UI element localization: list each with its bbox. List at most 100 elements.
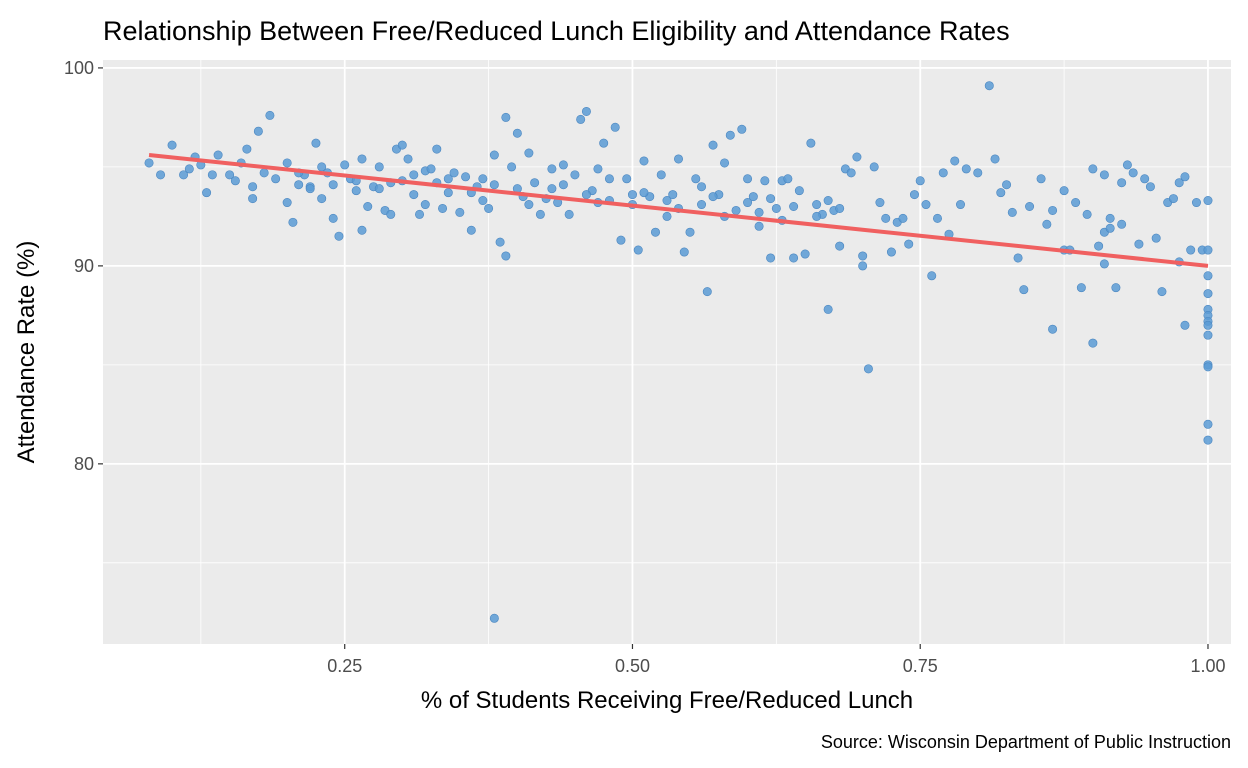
data-point xyxy=(1099,170,1109,180)
data-point xyxy=(449,168,459,178)
data-point xyxy=(702,287,712,297)
data-point xyxy=(909,190,919,200)
data-point xyxy=(242,144,252,154)
y-tick-label: 100 xyxy=(64,58,94,78)
data-point xyxy=(1203,196,1213,206)
data-point xyxy=(1151,233,1161,243)
data-point xyxy=(581,106,591,116)
data-point xyxy=(512,128,522,138)
data-point xyxy=(915,176,925,186)
data-point xyxy=(766,194,776,204)
x-tick-label: 0.50 xyxy=(615,656,650,676)
data-point xyxy=(1105,213,1115,223)
data-point xyxy=(259,168,269,178)
data-point xyxy=(674,154,684,164)
data-point xyxy=(1002,180,1012,190)
data-point xyxy=(144,158,154,168)
x-tick-label: 0.25 xyxy=(327,656,362,676)
data-point xyxy=(253,126,263,136)
data-point xyxy=(760,176,770,186)
data-point xyxy=(846,168,856,178)
data-points xyxy=(144,81,1213,623)
data-point xyxy=(271,174,281,184)
data-point xyxy=(679,247,689,257)
data-point xyxy=(616,235,626,245)
data-point xyxy=(593,164,603,174)
data-point xyxy=(662,211,672,221)
data-point xyxy=(691,174,701,184)
y-axis-ticks: 80 90 100 xyxy=(64,58,103,474)
data-point xyxy=(1071,198,1081,208)
data-point xyxy=(1145,182,1155,192)
data-point xyxy=(984,81,994,91)
data-point xyxy=(1099,259,1109,269)
data-point xyxy=(328,180,338,190)
data-point xyxy=(334,231,344,241)
data-point xyxy=(558,160,568,170)
data-point xyxy=(1048,205,1058,215)
data-point xyxy=(956,200,966,210)
data-point xyxy=(668,190,678,200)
data-point xyxy=(881,213,891,223)
data-point xyxy=(720,158,730,168)
data-point xyxy=(1117,219,1127,229)
data-point xyxy=(852,152,862,162)
y-tick-label: 80 xyxy=(74,454,94,474)
x-axis-ticks: 0.25 0.50 0.75 1.00 xyxy=(327,644,1226,676)
data-point xyxy=(570,170,580,180)
data-point xyxy=(317,194,327,204)
data-point xyxy=(374,184,384,194)
data-point xyxy=(397,140,407,150)
data-point xyxy=(823,304,833,314)
data-point xyxy=(403,154,413,164)
data-point xyxy=(737,124,747,134)
data-point xyxy=(207,170,217,180)
source-caption: Source: Wisconsin Department of Public I… xyxy=(821,732,1231,752)
data-point xyxy=(507,162,517,172)
data-point xyxy=(783,174,793,184)
data-point xyxy=(1168,194,1178,204)
data-point xyxy=(938,168,948,178)
data-point xyxy=(489,180,499,190)
trend-line xyxy=(148,153,1209,268)
data-point xyxy=(766,253,776,263)
data-point xyxy=(1203,245,1213,255)
data-point xyxy=(806,138,816,148)
data-point xyxy=(489,150,499,160)
data-point xyxy=(581,190,591,200)
data-point xyxy=(1203,330,1213,340)
data-point xyxy=(230,176,240,186)
data-point xyxy=(754,221,764,231)
data-point xyxy=(530,178,540,188)
data-point xyxy=(409,170,419,180)
data-point xyxy=(357,225,367,235)
data-point xyxy=(282,198,292,208)
data-point xyxy=(697,200,707,210)
data-point xyxy=(1203,419,1213,429)
data-point xyxy=(426,164,436,174)
data-point xyxy=(1180,320,1190,330)
data-point xyxy=(835,203,845,213)
data-point xyxy=(305,184,315,194)
data-point xyxy=(898,213,908,223)
data-point xyxy=(466,225,476,235)
data-point xyxy=(167,140,177,150)
plot-panel xyxy=(103,60,1231,644)
data-point xyxy=(576,114,586,124)
data-point xyxy=(432,144,442,154)
data-point xyxy=(1007,207,1017,217)
data-point xyxy=(1059,186,1069,196)
data-point xyxy=(225,170,235,180)
data-point xyxy=(420,200,430,210)
data-point xyxy=(1157,287,1167,297)
data-point xyxy=(478,174,488,184)
data-point xyxy=(697,182,707,192)
data-point xyxy=(904,239,914,249)
x-tick-label: 1.00 xyxy=(1190,656,1225,676)
data-point xyxy=(282,158,292,168)
data-point xyxy=(800,249,810,259)
data-point xyxy=(351,186,361,196)
data-point xyxy=(812,200,822,210)
data-point xyxy=(1013,253,1023,263)
